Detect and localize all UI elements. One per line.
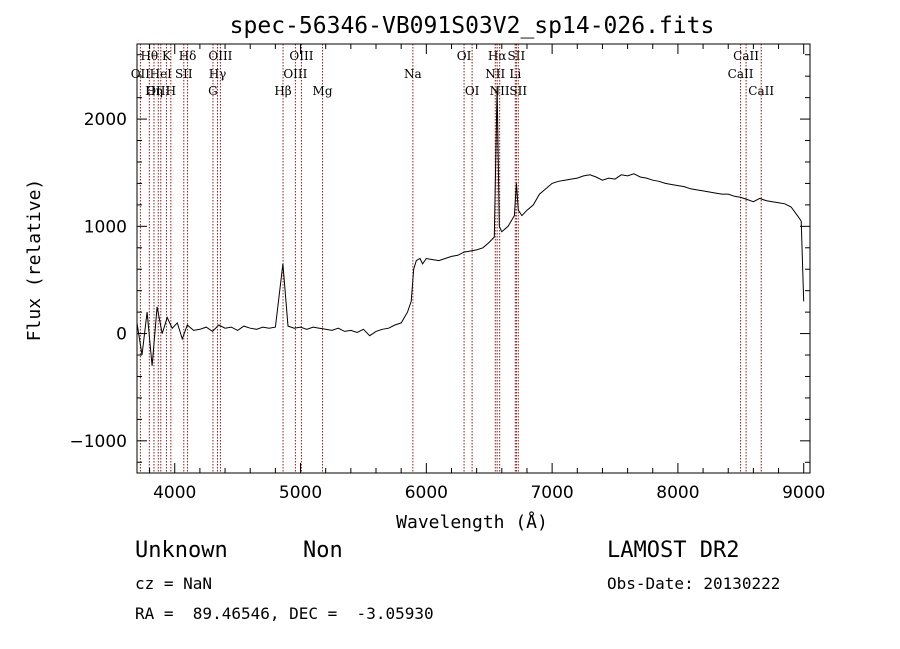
line-marker-label-6: H [166,84,176,98]
y-tick-label-1000: 1000 [84,217,127,237]
spectrum-line [136,86,805,366]
x-tick-label-6000: 6000 [405,483,448,503]
line-marker-label-27: CaII [748,84,774,98]
line-marker-label-13: OIII [289,49,313,63]
line-marker-label-24: SII [509,84,527,98]
line-marker-label-4: Hη [145,84,163,98]
line-markers: Hθ OII OIII HeI Hη K H SII Hδ OIII Hγ G Hβ OIII OIII Mg… [131,44,774,473]
line-marker-label-22: SII [508,49,526,63]
line-marker-label-8: Hδ [179,49,197,63]
line-marker-label-1: OII [131,67,151,81]
line-marker-label-10: Hγ [209,67,227,81]
line-marker-label-5: K [162,49,172,63]
x-tick-label-9000: 9000 [782,483,825,503]
line-marker-label-3: HeI [150,67,173,81]
y-axis-label: Flux (relative) [24,179,45,342]
line-marker-label-26: CaII [728,67,754,81]
line-marker-label-7: SII [175,67,193,81]
object-class: Unknown [135,538,228,563]
x-tick-label-8000: 8000 [656,483,699,503]
line-marker-label-0: Hθ [140,49,158,63]
line-marker-label-14: OIII [283,67,307,81]
y-tick-label-2000: 2000 [84,110,127,130]
line-marker-label-2: OIII [146,84,170,98]
line-marker-label-25: CaII [733,49,759,63]
line-marker-label-18: OI [465,84,480,98]
coordinates: RA = 89.46546, DEC = -3.05930 [135,604,434,623]
y-tick-label-0: 0 [116,325,127,345]
y-tick-label--1000: −1000 [69,432,127,452]
chart-title: spec-56346-VB091S03V2_sp14-026.fits [230,13,715,39]
x-tick-label-5000: 5000 [279,483,322,503]
line-marker-label-20: NII [485,67,505,81]
x-tick-label-4000: 4000 [153,483,196,503]
plot-frame [136,43,811,474]
line-marker-label-15: Mg [313,84,333,98]
axis-ticks: 4000 5000 6000 7000 8000 9000 −1000 0 1000 2000 [69,44,825,503]
survey-name: LAMOST DR2 [607,538,740,563]
line-marker-label-11: G [208,84,218,98]
x-axis-label: Wavelength (Å) [396,511,548,533]
object-subclass: Non [303,538,343,563]
line-marker-label-19: Hα [488,49,507,63]
x-tick-label-7000: 7000 [530,483,573,503]
line-marker-label-17: OI [457,49,472,63]
line-marker-label-9: OIII [208,49,232,63]
line-marker-label-12: Hβ [274,84,291,98]
redshift-cz: cz = NaN [135,574,213,593]
obs-date: Obs-Date: 20130222 [607,574,781,593]
line-marker-label-23: Li [509,67,521,81]
line-marker-label-21: NII [490,84,510,98]
line-marker-label-16: Na [404,67,422,81]
